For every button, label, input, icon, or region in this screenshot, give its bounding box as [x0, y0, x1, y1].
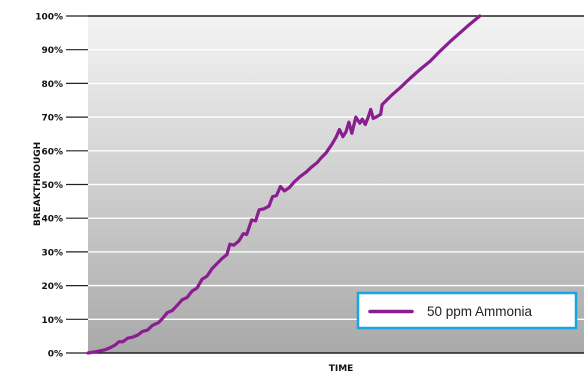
legend-label: 50 ppm Ammonia [427, 304, 533, 319]
y-tick-label: 50% [41, 181, 63, 191]
y-tick-label: 70% [41, 114, 63, 124]
y-tick-label: 40% [41, 215, 63, 225]
y-tick-label: 0% [48, 350, 63, 360]
x-axis-title: TIME [329, 364, 354, 374]
y-axis-tick-marks [66, 15, 88, 354]
series-line-50-ppm-ammonia [86, 14, 482, 355]
y-tick-label: 90% [41, 46, 63, 56]
gridlines [88, 15, 584, 354]
y-tick-label: 10% [41, 316, 63, 326]
y-tick-label: 100% [35, 13, 63, 23]
y-tick-label: 80% [41, 80, 63, 90]
y-tick-label: 20% [41, 282, 63, 292]
legend: 50 ppm Ammonia [356, 291, 578, 330]
y-tick-label: 60% [41, 147, 63, 157]
y-tick-label: 30% [41, 248, 63, 258]
y-axis-title: BREAKTHROUGH [33, 142, 43, 226]
y-axis-tick-labels: 0% 10% 20% 30% 40% 50% 60% 70% 80% 90% 100% [35, 13, 63, 360]
